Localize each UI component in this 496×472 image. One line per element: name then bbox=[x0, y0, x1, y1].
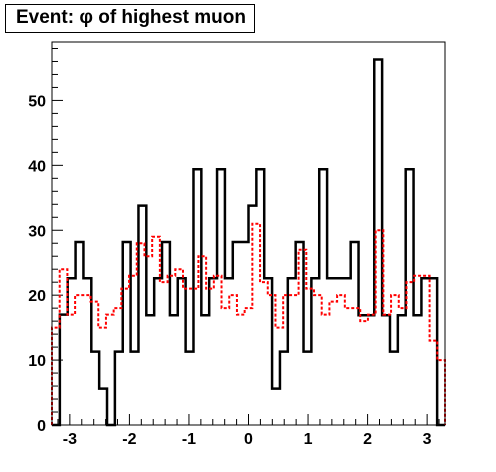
x-tick-label: -2 bbox=[122, 431, 136, 448]
plot-frame bbox=[51, 41, 446, 426]
x-tick-label: 1 bbox=[304, 431, 313, 448]
series-group bbox=[51, 58, 446, 427]
x-tick-label: -1 bbox=[182, 431, 196, 448]
y-axis: 0 10 20 30 40 50 bbox=[28, 47, 63, 435]
x-axis: -3 -2 -1 0 1 2 3 bbox=[57, 414, 440, 448]
y-tick-label: 20 bbox=[28, 288, 46, 305]
y-tick-label: 50 bbox=[28, 93, 46, 110]
y-tick-label: 0 bbox=[37, 418, 46, 435]
y-tick-label: 30 bbox=[28, 223, 46, 240]
x-tick-label: -3 bbox=[63, 431, 77, 448]
y-tick-label: 40 bbox=[28, 158, 46, 175]
x-tick-label: 2 bbox=[363, 431, 372, 448]
x-tick-label: 3 bbox=[423, 431, 432, 448]
y-tick-label: 10 bbox=[28, 353, 46, 370]
chart-title: Event: φ of highest muon bbox=[5, 4, 255, 33]
histogram-series-2 bbox=[51, 222, 446, 425]
x-tick-label: 0 bbox=[244, 431, 253, 448]
histogram-series-1 bbox=[52, 58, 445, 427]
